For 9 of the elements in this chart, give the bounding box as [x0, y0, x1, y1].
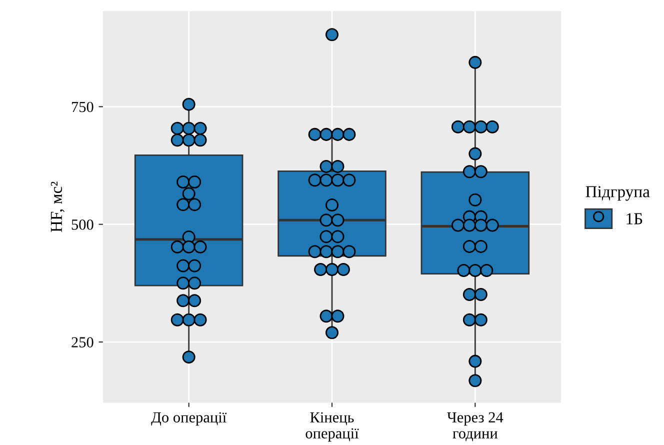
- x-tick-label: Через 24 години: [447, 412, 504, 442]
- x-tick-label: До операції: [151, 412, 227, 426]
- y-axis-title: HF, мс²: [50, 182, 64, 232]
- y-tick-label: 250: [72, 337, 94, 348]
- legend-title: Підгрупа: [586, 186, 650, 201]
- y-tick-label: 750: [72, 102, 94, 112]
- x-tick-label: Кінець операції: [306, 412, 359, 442]
- legend-label: 1Б: [626, 213, 642, 224]
- y-tick-label: 500: [72, 219, 94, 230]
